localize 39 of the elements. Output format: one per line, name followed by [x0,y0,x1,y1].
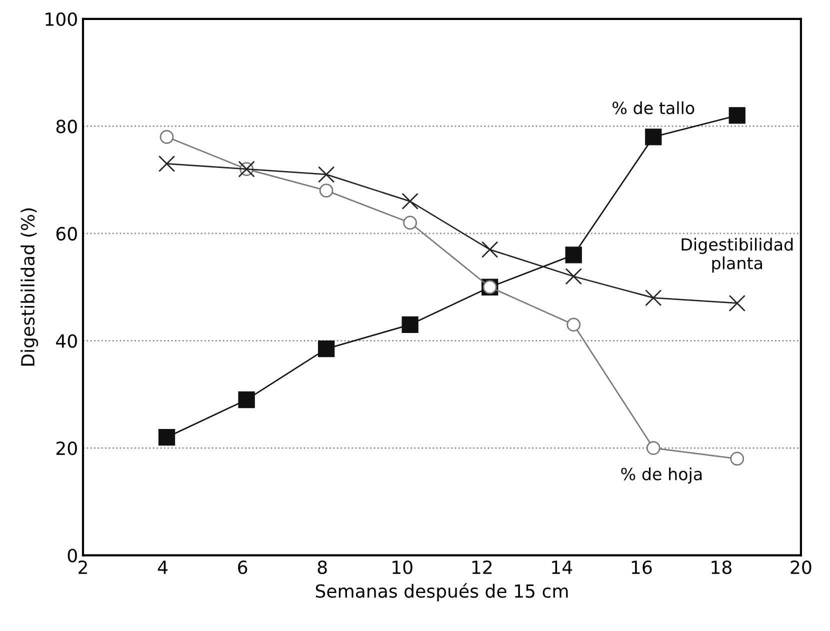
x-tick-label: 12 [472,560,492,574]
y-tick-label: 100 [46,12,77,26]
x-tick-label: 18 [712,560,732,574]
x-tick-label: 20 [790,560,812,574]
point [565,246,582,264]
x-tick-label: 6 [238,560,248,574]
y-tick-label: 80 [56,120,77,134]
x-axis-title: Semanas después de 15 cm [316,583,568,602]
point [319,184,334,198]
point [645,290,662,306]
x-tick-label: 8 [318,560,327,574]
point [482,241,498,258]
point [403,216,418,230]
x-tick-label: 14 [552,560,572,574]
point [728,294,746,312]
point [565,268,582,285]
y-tick-label: 40 [56,334,77,348]
y-tick-label: 60 [56,226,77,241]
point [402,316,418,333]
y-tick-label: 0 [68,548,77,562]
x-tick-label: 10 [392,560,412,574]
series-label: % de tallo [612,101,694,114]
point [158,428,176,446]
x-tick-label: 16 [632,560,652,574]
series-label: Digestibilidad planta [682,238,793,273]
point [318,166,335,183]
point [566,318,581,332]
y-tick-label: 20 [56,441,77,456]
point [158,155,176,172]
point [646,441,660,455]
y-axis-title: Digestibilidad (%) [20,208,38,366]
point [645,128,662,146]
point [402,192,418,210]
x-tick-label: 4 [158,560,168,574]
point [318,340,335,358]
point [238,391,255,408]
series-label: % de hoja [621,467,702,484]
x-tick-label: 2 [78,560,87,574]
point [728,107,746,124]
